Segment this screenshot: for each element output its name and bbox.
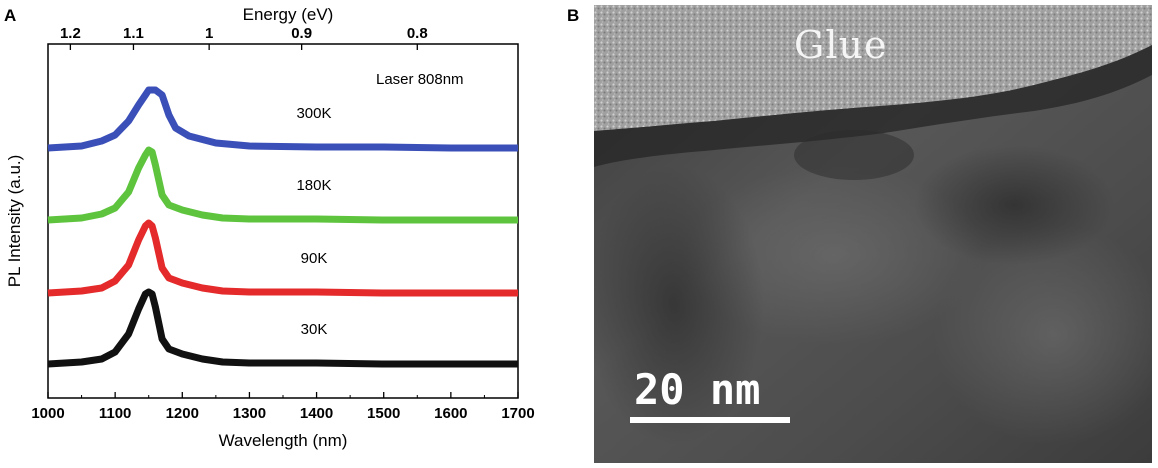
x-tick-label: 1400 [300,405,333,422]
top-tick-label: 1.2 [60,25,81,42]
series-line-90k [47,219,518,297]
tem-micrograph: Glue 20 nm [594,5,1152,463]
series-label-30k: 30K [301,321,328,338]
scale-bar [630,417,790,423]
series-label-300k: 300K [296,105,331,122]
x-tick-label: 1000 [31,405,64,422]
x-tick-label: 1200 [166,405,199,422]
laser-annotation: Laser 808nm [376,71,464,88]
scale-bar-label: 20 nm [634,365,761,414]
x-tick-label: 1100 [99,405,132,422]
x-tick-label: 1600 [434,405,467,422]
series-line-30k [47,288,518,368]
panel-a-label: A [4,6,17,25]
top-tick-label: 0.8 [407,25,428,42]
x-tick-label: 1500 [367,405,400,422]
top-axis-title: Energy (eV) [243,5,334,24]
y-axis-title: PL Intensity (a.u.) [5,155,24,288]
x-axis-title: Wavelength (nm) [219,431,348,450]
glue-label: Glue [794,23,888,67]
panel-b-label: B [567,6,580,25]
top-tick-label: 0.9 [291,25,312,42]
pl-spectra-chart: 1000 1100 1200 1300 1400 1500 1600 1700 1.2 1.1 1 0… [5,5,535,450]
top-tick-label: 1 [205,25,213,42]
x-tick-label: 1300 [233,405,266,422]
top-tick-label: 1.1 [123,25,144,42]
series-label-180k: 180K [296,177,331,194]
series-line-300k [47,86,518,152]
tem-texture [594,5,1152,463]
series-line-180k [47,146,518,224]
x-tick-label: 1700 [501,405,534,422]
series-label-90k: 90K [301,250,328,267]
